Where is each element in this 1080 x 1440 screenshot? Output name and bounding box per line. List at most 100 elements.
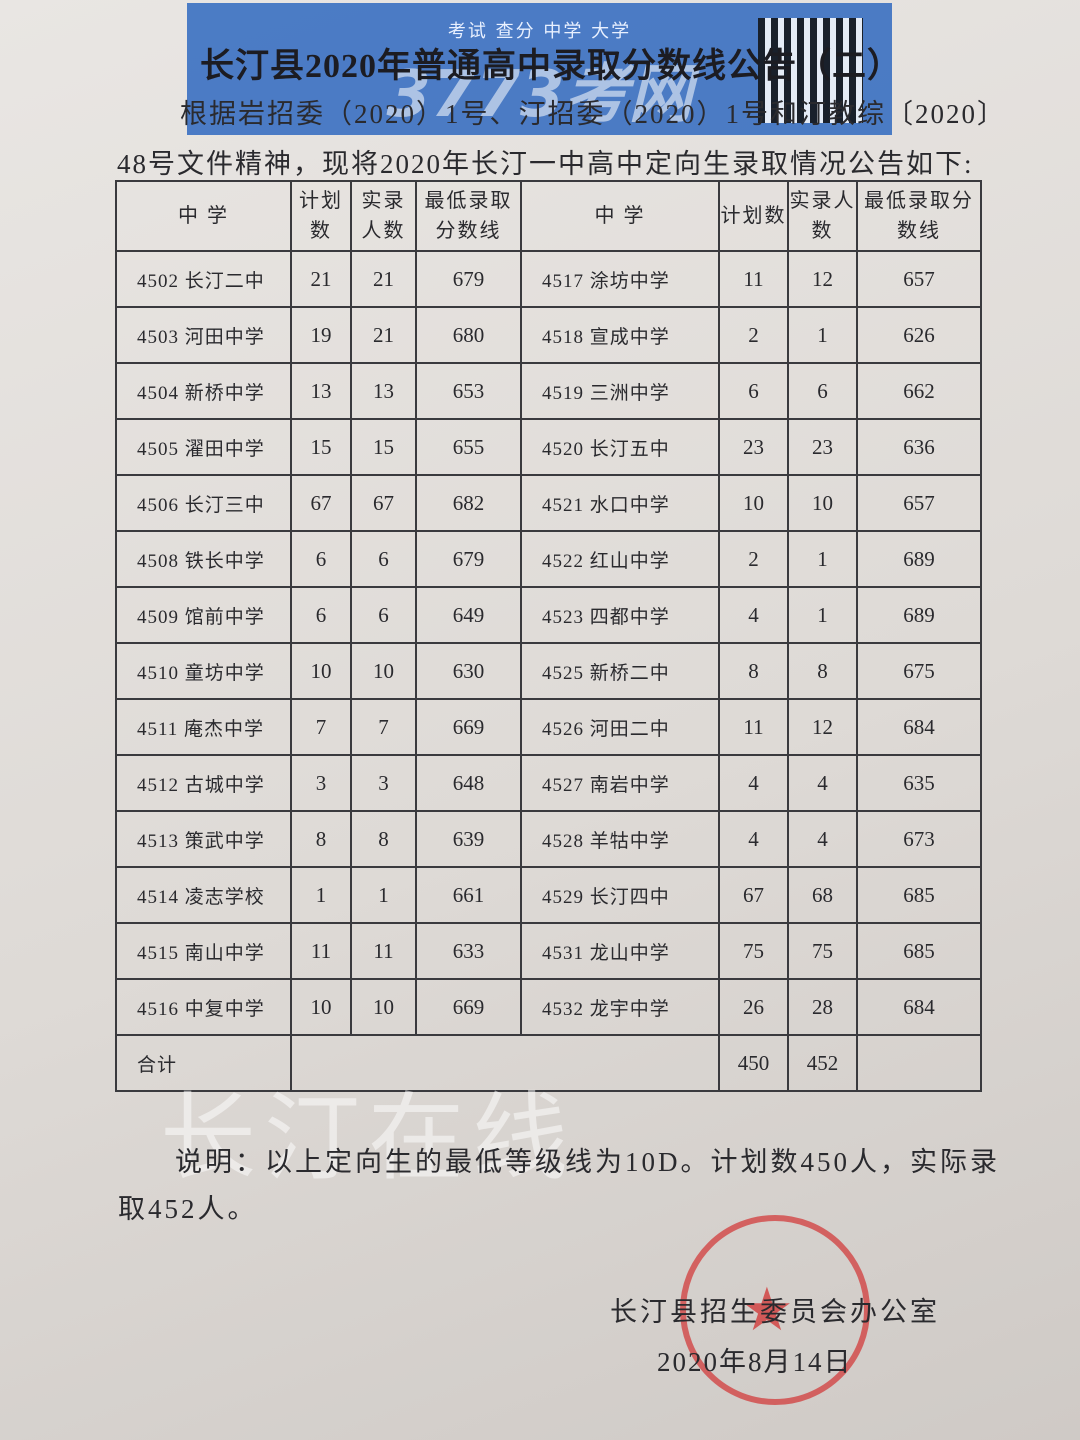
number-cell: 679: [415, 530, 522, 588]
number-cell: 679: [415, 250, 522, 308]
header-cell: 实录人数: [350, 180, 417, 252]
data-row: 4515 南山中学 11 11 633 4531 龙山中学 75 75 685: [115, 922, 982, 980]
number-cell: 4: [787, 754, 858, 812]
number-cell: 3: [350, 754, 417, 812]
number-cell: 626: [856, 306, 982, 364]
number-cell: 68: [787, 866, 858, 924]
school-cell: 4514 凌志学校: [115, 866, 292, 924]
number-cell: 684: [856, 978, 982, 1036]
number-cell: 8: [350, 810, 417, 868]
number-cell: 26: [718, 978, 789, 1036]
total-row: 合计 450 452: [115, 1034, 982, 1092]
school-cell: 4529 长汀四中: [520, 866, 720, 924]
number-cell: 21: [350, 250, 417, 308]
number-cell: 12: [787, 698, 858, 756]
number-cell: 1: [787, 586, 858, 644]
stamp-star: ★: [740, 1277, 794, 1343]
header-row: 中 学计划数 实录人数 最低录取分数线中 学计划数 实录人数 最低录取分数线: [115, 180, 982, 252]
number-cell: 10: [350, 978, 417, 1036]
school-cell: 4515 南山中学: [115, 922, 292, 980]
school-cell: 4528 羊牯中学: [520, 810, 720, 868]
number-cell: 67: [290, 474, 352, 532]
school-cell: 4523 四都中学: [520, 586, 720, 644]
number-cell: 2: [718, 530, 789, 588]
data-row: 4508 铁长中学 6 6 679 4522 红山中学 2 1 689: [115, 530, 982, 588]
school-cell: 4517 涂坊中学: [520, 250, 720, 308]
school-cell: 4516 中复中学: [115, 978, 292, 1036]
number-cell: 1: [290, 866, 352, 924]
number-cell: 673: [856, 810, 982, 868]
number-cell: 7: [350, 698, 417, 756]
number-cell: 23: [787, 418, 858, 476]
school-cell: 4509 馆前中学: [115, 586, 292, 644]
intro-line: 48号文件精神，现将2020年长汀一中高中定向生录取情况公告如下:: [117, 149, 974, 179]
header-cell: 中 学: [115, 180, 292, 252]
data-row: 4503 河田中学 19 21 680 4518 宣成中学 2 1 626: [115, 306, 982, 364]
number-cell: 649: [415, 586, 522, 644]
data-row: 4511 庵杰中学 7 7 669 4526 河田二中 11 12 684: [115, 698, 982, 756]
number-cell: 653: [415, 362, 522, 420]
data-row: 4505 濯田中学 15 15 655 4520 长汀五中 23 23 636: [115, 418, 982, 476]
school-cell: 4519 三洲中学: [520, 362, 720, 420]
number-cell: 6: [718, 362, 789, 420]
number-cell: 21: [290, 250, 352, 308]
number-cell: 630: [415, 642, 522, 700]
number-cell: 636: [856, 418, 982, 476]
data-row: 4504 新桥中学 13 13 653 4519 三洲中学 6 6 662: [115, 362, 982, 420]
school-cell: 4503 河田中学: [115, 306, 292, 364]
number-cell: 648: [415, 754, 522, 812]
data-row: 4516 中复中学 10 10 669 4532 龙宇中学 26 28 684: [115, 978, 982, 1036]
number-cell: 639: [415, 810, 522, 868]
school-cell: 4518 宣成中学: [520, 306, 720, 364]
number-cell: 635: [856, 754, 982, 812]
header-cell: 计划数: [718, 180, 789, 252]
school-cell: 4526 河田二中: [520, 698, 720, 756]
number-cell: 689: [856, 530, 982, 588]
number-cell: 28: [787, 978, 858, 1036]
qr-code: [758, 18, 863, 123]
data-row: 4506 长汀三中 67 67 682 4521 水口中学 10 10 657: [115, 474, 982, 532]
school-cell: 4520 长汀五中: [520, 418, 720, 476]
school-cell: 4505 濯田中学: [115, 418, 292, 476]
school-cell: 4513 策武中学: [115, 810, 292, 868]
number-cell: 655: [415, 418, 522, 476]
number-cell: 4: [718, 754, 789, 812]
number-cell: 8: [718, 642, 789, 700]
banner-text: 考试 查分 中学 大学: [447, 21, 632, 42]
number-cell: 75: [787, 922, 858, 980]
school-cell: 4531 龙山中学: [520, 922, 720, 980]
data-row: 4512 古城中学 3 3 648 4527 南岩中学 4 4 635: [115, 754, 982, 812]
signature-office: 长汀县招生委员会办公室: [610, 1297, 940, 1327]
note-line: 说明：以上定向生的最低等级线为10D。计划数450人，实际录: [175, 1147, 1000, 1177]
number-cell: 21: [350, 306, 417, 364]
header-cell: 中 学: [520, 180, 720, 252]
number-cell: 23: [718, 418, 789, 476]
school-cell: 4512 古城中学: [115, 754, 292, 812]
title: 长汀县2020年普通高中录取分数线公告（二）: [200, 48, 902, 85]
number-cell: 11: [350, 922, 417, 980]
number-cell: 680: [415, 306, 522, 364]
data-row: 4513 策武中学 8 8 639 4528 羊牯中学 4 4 673: [115, 810, 982, 868]
header-cell: 最低录取分数线: [856, 180, 982, 252]
header-cell: 计划数: [290, 180, 352, 252]
number-cell: 8: [290, 810, 352, 868]
data-row: 4510 童坊中学 10 10 630 4525 新桥二中 8 8 675: [115, 642, 982, 700]
number-cell: 15: [350, 418, 417, 476]
number-cell: 13: [350, 362, 417, 420]
number-cell: 15: [290, 418, 352, 476]
school-cell: 4532 龙宇中学: [520, 978, 720, 1036]
number-cell: 2: [718, 306, 789, 364]
number-cell: 19: [290, 306, 352, 364]
number-cell: 4: [718, 810, 789, 868]
number-cell: 10: [350, 642, 417, 700]
number-cell: 1: [350, 866, 417, 924]
total-plan: 450: [718, 1034, 789, 1092]
number-cell: 7: [290, 698, 352, 756]
score-table: 中 学计划数 实录人数 最低录取分数线中 学计划数 实录人数 最低录取分数线 4502 长…: [115, 180, 982, 1092]
number-cell: 10: [290, 642, 352, 700]
number-cell: 669: [415, 978, 522, 1036]
number-cell: 682: [415, 474, 522, 532]
school-cell: 4508 铁长中学: [115, 530, 292, 588]
total-label: 合计: [115, 1034, 292, 1092]
